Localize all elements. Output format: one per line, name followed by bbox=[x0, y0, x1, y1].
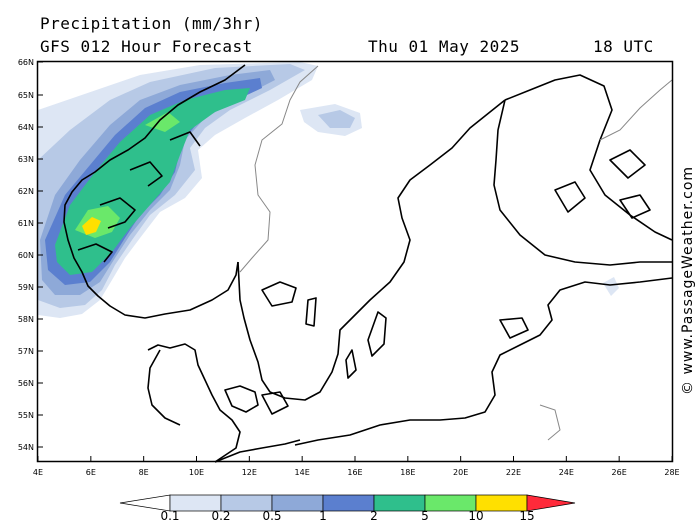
lon-tick-label: 20E bbox=[453, 468, 468, 477]
lat-tick-label: 62N bbox=[18, 187, 34, 196]
lat-tick-label: 65N bbox=[18, 91, 34, 100]
legend-label-5: 5 bbox=[421, 509, 429, 523]
lat-tick-label: 61N bbox=[18, 219, 34, 228]
lon-tick-label: 26E bbox=[612, 468, 627, 477]
precip-band-0.1c bbox=[603, 277, 619, 296]
legend-label-2: 2 bbox=[370, 509, 378, 523]
lon-tick-label: 18E bbox=[400, 468, 415, 477]
coastlines bbox=[63, 64, 673, 463]
legend-label-1: 1 bbox=[319, 509, 327, 523]
lon-tick-label: 12E bbox=[242, 468, 257, 477]
lon-tick-label: 6E bbox=[86, 468, 96, 477]
lon-tick-label: 16E bbox=[347, 468, 362, 477]
legend-label-0.1: 0.1 bbox=[160, 509, 180, 523]
forecast-subtitle: GFS 012 Hour Forecast bbox=[40, 37, 253, 56]
lat-tick-label: 60N bbox=[18, 251, 34, 260]
map-title: Precipitation (mm/3hr) bbox=[40, 14, 263, 33]
map-frame bbox=[36, 60, 674, 463]
lon-tick-label: 24E bbox=[559, 468, 574, 477]
forecast-time: 18 UTC bbox=[593, 37, 654, 56]
longitude-axis: 4E 6E 8E 10E 12E 14E 16E 18E 20E 22E 24E 26E 28E bbox=[33, 456, 680, 477]
forecast-date: Thu 01 May 2025 bbox=[368, 37, 520, 56]
legend-label-0.5: 0.5 bbox=[262, 509, 282, 523]
precip-shading bbox=[38, 62, 619, 318]
site-credit: © www.PassageWeather.com bbox=[680, 165, 696, 395]
lat-tick-label: 58N bbox=[18, 315, 34, 324]
lat-tick-label: 54N bbox=[18, 443, 34, 452]
legend-band-2 bbox=[373, 494, 426, 512]
legend-over-arrow bbox=[526, 494, 576, 512]
precip-band-0.2b bbox=[318, 110, 355, 128]
precip-band-10 bbox=[82, 217, 101, 235]
lon-tick-label: 10E bbox=[189, 468, 204, 477]
legend-band-1 bbox=[322, 494, 375, 512]
lat-tick-label: 63N bbox=[18, 155, 34, 164]
precip-legend bbox=[119, 494, 576, 512]
lon-tick-label: 4E bbox=[33, 468, 43, 477]
borders bbox=[239, 65, 673, 441]
legend-label-15: 15 bbox=[519, 509, 535, 523]
lat-tick-label: 55N bbox=[18, 411, 34, 420]
lon-tick-label: 28E bbox=[664, 468, 679, 477]
lon-tick-label: 14E bbox=[295, 468, 310, 477]
lat-tick-label: 66N bbox=[18, 58, 34, 67]
lat-tick-label: 64N bbox=[18, 123, 34, 132]
legend-label-10: 10 bbox=[468, 509, 484, 523]
lon-tick-label: 22E bbox=[506, 468, 521, 477]
lat-tick-label: 56N bbox=[18, 379, 34, 388]
lon-tick-label: 8E bbox=[139, 468, 149, 477]
lat-tick-label: 59N bbox=[18, 283, 34, 292]
latitude-axis: 66N 65N 64N 63N 62N 61N 60N 59N 58N 57N 56N 55N 54N bbox=[18, 58, 43, 452]
legend-label-0.2: 0.2 bbox=[211, 509, 231, 523]
lat-tick-label: 57N bbox=[18, 347, 34, 356]
